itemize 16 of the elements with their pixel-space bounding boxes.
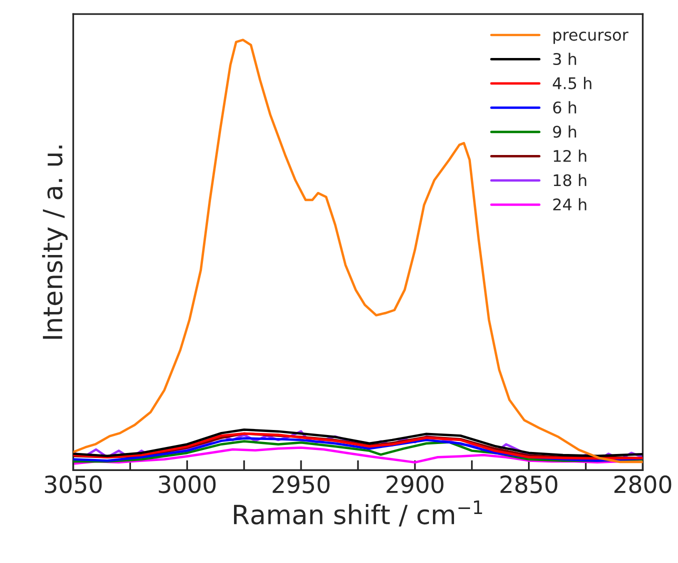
- legend-label: precursor: [554, 32, 628, 44]
- x-tick-label: 2900: [386, 475, 444, 494]
- legend-label: 9 h: [553, 125, 576, 138]
- legend-label: 4.5 h: [552, 76, 592, 90]
- x-tick-label: 3050: [44, 475, 102, 494]
- legend-label: 6 h: [553, 101, 576, 114]
- y-axis-title: Intensity / a. u.: [42, 146, 68, 339]
- x-tick-label: 2950: [272, 475, 330, 494]
- x-tick-label: 2850: [500, 475, 558, 494]
- legend-label: 24 h: [553, 198, 586, 210]
- legend-label: 12 h: [554, 150, 586, 162]
- x-tick-label: 2800: [614, 475, 672, 494]
- legend-label: 18 h: [554, 174, 586, 186]
- x-axis-title: Raman shift / cm$^{−1}$: [234, 500, 482, 527]
- legend-label: 3 h: [553, 52, 576, 66]
- x-tick-label: 3000: [158, 475, 216, 494]
